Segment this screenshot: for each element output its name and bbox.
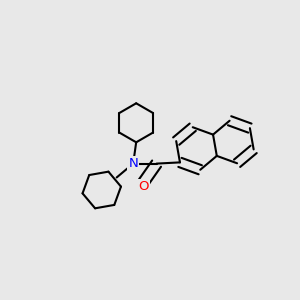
Text: N: N bbox=[128, 157, 138, 170]
Text: O: O bbox=[138, 180, 148, 193]
